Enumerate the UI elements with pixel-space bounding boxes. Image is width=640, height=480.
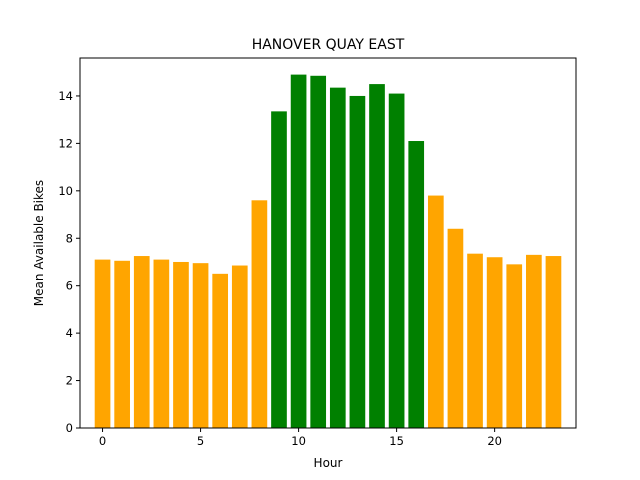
y-axis-label: Mean Available Bikes [32,180,46,306]
y-axis-ticks: 0 2 4 6 8 10 12 14 [58,89,80,435]
bar-hour-12 [329,87,346,429]
bars-group [94,74,562,429]
x-axis-ticks: 0 5 10 15 20 [99,428,502,448]
x-tick-label: 0 [99,434,106,448]
bar-hour-19 [467,253,483,428]
bar-hour-17 [427,195,444,428]
bar-hour-21 [506,264,523,428]
chart-title: HANOVER QUAY EAST [252,37,405,53]
y-tick-label: 10 [58,184,73,198]
bar-hour-7 [231,265,248,428]
x-tick-label: 20 [487,434,502,448]
y-tick-label: 8 [66,231,73,245]
bar-hour-22 [526,254,542,428]
y-tick-label: 0 [66,421,73,435]
y-tick-label: 12 [58,136,73,150]
y-tick-label: 6 [66,279,73,293]
y-tick-label: 4 [66,326,73,340]
bar-hour-13 [349,95,366,428]
bar-hour-4 [173,261,189,428]
x-tick-label: 5 [197,434,204,448]
bar-hour-14 [369,84,385,428]
bar-hour-5 [192,263,209,428]
bar-hour-15 [388,93,405,429]
bar-hour-6 [212,273,229,428]
y-tick-label: 2 [66,374,73,388]
x-axis-label: Hour [314,456,343,470]
x-tick-label: 15 [389,434,404,448]
bar-hour-3 [153,259,170,428]
bar-hour-23 [545,256,562,428]
bar-hour-18 [447,228,464,428]
x-tick-label: 10 [291,434,306,448]
bar-hour-1 [114,260,130,428]
bar-hour-9 [271,111,287,428]
bar-hour-0 [94,259,111,428]
plot-frame [79,57,577,429]
bar-hour-16 [408,141,425,428]
bar-hour-10 [290,74,307,428]
y-tick-label: 14 [58,89,73,103]
bar-hour-2 [133,256,150,428]
bar-hour-11 [310,75,327,429]
bar-hour-8 [251,200,268,428]
bar-hour-20 [486,257,503,428]
